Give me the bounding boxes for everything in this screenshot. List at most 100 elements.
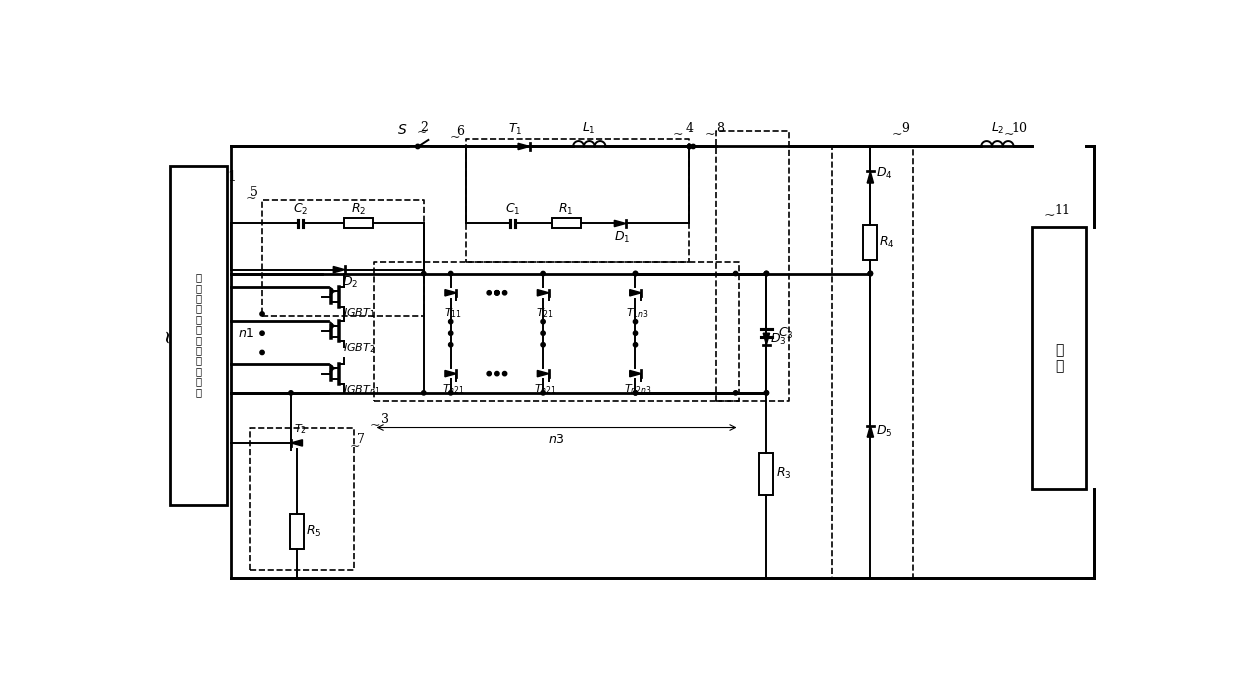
Circle shape xyxy=(733,391,738,395)
Circle shape xyxy=(764,271,769,276)
Polygon shape xyxy=(630,290,641,296)
Circle shape xyxy=(541,343,546,347)
Text: 7: 7 xyxy=(357,433,365,446)
Circle shape xyxy=(868,271,873,276)
Bar xyxy=(343,219,373,228)
Circle shape xyxy=(764,271,769,276)
Text: 5: 5 xyxy=(250,186,258,199)
Polygon shape xyxy=(867,426,873,437)
Text: $T_{n21}$: $T_{n21}$ xyxy=(441,382,465,396)
Circle shape xyxy=(449,343,453,347)
Text: $n1$: $n1$ xyxy=(238,327,255,340)
Circle shape xyxy=(289,391,293,395)
Text: $R_1$: $R_1$ xyxy=(558,202,574,217)
Text: ~: ~ xyxy=(417,126,427,139)
Text: $C_1$: $C_1$ xyxy=(505,202,520,217)
Text: ~: ~ xyxy=(370,419,381,431)
Text: $C_2$: $C_2$ xyxy=(293,202,309,217)
Circle shape xyxy=(495,290,498,295)
Text: 4: 4 xyxy=(686,122,693,136)
Circle shape xyxy=(260,331,264,335)
Text: $R_4$: $R_4$ xyxy=(879,235,895,250)
Circle shape xyxy=(502,372,507,376)
Text: $T_{n21}$: $T_{n21}$ xyxy=(534,382,557,396)
Text: $L_1$: $L_1$ xyxy=(583,121,596,136)
Bar xyxy=(863,226,877,260)
Text: ~: ~ xyxy=(704,129,715,142)
Circle shape xyxy=(260,350,264,354)
Circle shape xyxy=(541,319,546,324)
Circle shape xyxy=(634,331,637,335)
Polygon shape xyxy=(445,290,456,296)
Text: $S$: $S$ xyxy=(397,122,408,136)
Text: 负
载: 负 载 xyxy=(1055,343,1063,374)
Text: ~: ~ xyxy=(159,327,176,343)
Text: ~: ~ xyxy=(449,131,460,144)
Text: 9: 9 xyxy=(901,122,909,136)
Polygon shape xyxy=(291,440,303,446)
Text: ~: ~ xyxy=(1003,129,1014,142)
Text: $IGBT_2$: $IGBT_2$ xyxy=(343,341,376,355)
Text: 6: 6 xyxy=(456,125,464,138)
Bar xyxy=(759,453,774,495)
Text: $R_2$: $R_2$ xyxy=(351,202,366,217)
Text: $D_5$: $D_5$ xyxy=(875,424,893,439)
Text: $T_1$: $T_1$ xyxy=(508,122,522,137)
Circle shape xyxy=(687,144,692,149)
Text: $IGBT_{n1}$: $IGBT_{n1}$ xyxy=(343,384,381,398)
Text: $C_3$: $C_3$ xyxy=(777,325,794,341)
Polygon shape xyxy=(334,266,345,273)
Circle shape xyxy=(422,391,425,395)
Circle shape xyxy=(495,372,498,376)
Text: 8: 8 xyxy=(717,122,724,136)
Text: $T_{11}$: $T_{11}$ xyxy=(444,307,463,321)
Bar xyxy=(170,166,227,504)
Circle shape xyxy=(541,271,546,276)
Text: 整
流
同
步
发
电
机
或
直
流
母
线: 整 流 同 步 发 电 机 或 直 流 母 线 xyxy=(196,273,202,397)
Bar xyxy=(290,514,304,549)
Circle shape xyxy=(541,391,546,395)
Polygon shape xyxy=(867,171,873,183)
Circle shape xyxy=(764,271,769,276)
Text: $T_2$: $T_2$ xyxy=(294,422,308,436)
Circle shape xyxy=(634,271,637,276)
Circle shape xyxy=(687,144,692,149)
Text: $R_3$: $R_3$ xyxy=(775,466,791,482)
Polygon shape xyxy=(630,370,641,377)
Text: ~: ~ xyxy=(350,440,361,453)
Circle shape xyxy=(422,271,425,276)
Circle shape xyxy=(495,290,498,295)
Text: ~: ~ xyxy=(246,193,255,205)
Text: 11: 11 xyxy=(1055,204,1071,217)
Text: $T_{1n3}$: $T_{1n3}$ xyxy=(626,307,650,321)
Polygon shape xyxy=(518,143,529,150)
Circle shape xyxy=(733,271,738,276)
Circle shape xyxy=(487,290,491,295)
Circle shape xyxy=(495,290,498,295)
Circle shape xyxy=(868,271,873,276)
Circle shape xyxy=(502,290,507,295)
Circle shape xyxy=(449,319,453,324)
Text: $n3$: $n3$ xyxy=(548,433,565,446)
Circle shape xyxy=(487,372,491,376)
Circle shape xyxy=(691,144,696,149)
Circle shape xyxy=(634,319,637,324)
Text: $D_4$: $D_4$ xyxy=(875,166,893,181)
Circle shape xyxy=(764,391,769,395)
Text: $D_1$: $D_1$ xyxy=(614,230,631,245)
Text: 1: 1 xyxy=(228,170,237,184)
Circle shape xyxy=(449,331,453,335)
Text: $D_3$: $D_3$ xyxy=(770,332,787,347)
Text: $T_{21}$: $T_{21}$ xyxy=(537,307,554,321)
Circle shape xyxy=(449,391,453,395)
Text: 2: 2 xyxy=(420,120,428,133)
Polygon shape xyxy=(537,290,549,296)
Text: $L_2$: $L_2$ xyxy=(991,121,1004,136)
Text: $T_{n2n3}$: $T_{n2n3}$ xyxy=(624,382,652,396)
Polygon shape xyxy=(537,370,549,377)
Polygon shape xyxy=(614,220,626,226)
Bar xyxy=(1032,227,1086,489)
Text: $R_5$: $R_5$ xyxy=(306,524,321,539)
Text: $D_2$: $D_2$ xyxy=(342,275,358,290)
Circle shape xyxy=(764,391,769,395)
